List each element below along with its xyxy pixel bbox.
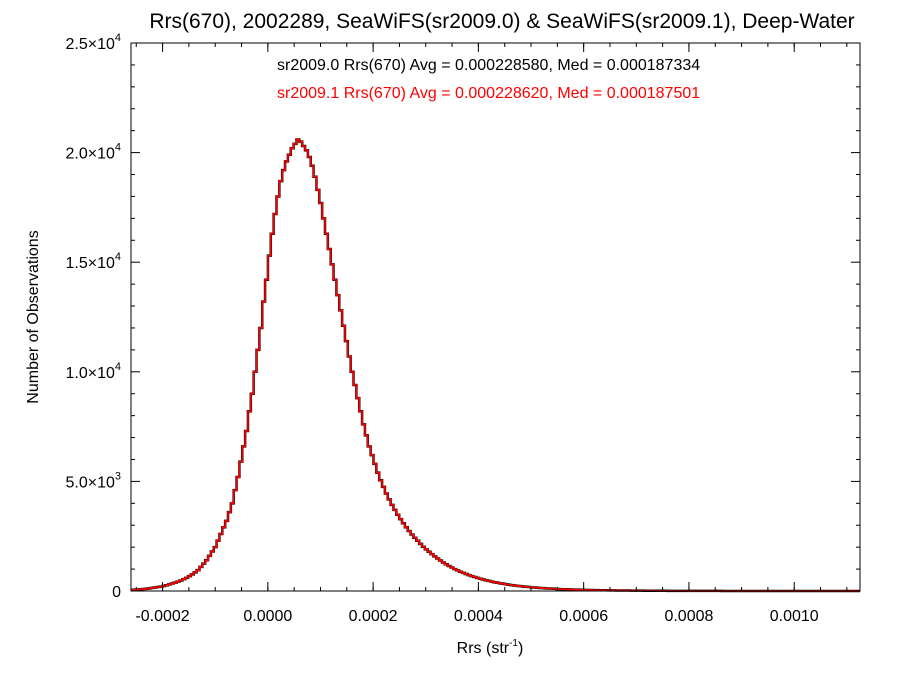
plot-area <box>131 138 860 593</box>
y-axis-label: Number of Observations <box>25 230 42 403</box>
x-axis-label: Rrs (str-1) <box>457 638 524 657</box>
x-axis-label-end: ) <box>518 640 523 657</box>
x-tick-label: 0.0010 <box>770 608 819 625</box>
y-tick-label: 2.5×104 <box>65 32 121 53</box>
y-tick-mantissa: 0 <box>112 584 121 601</box>
y-tick-mantissa: 1.0×10 <box>65 365 114 382</box>
y-tick-mantissa: 1.5×10 <box>65 255 114 272</box>
x-axis-label-sup: -1 <box>509 638 518 649</box>
y-tick-mantissa: 2.5×10 <box>65 36 114 53</box>
y-tick-label: 1.0×104 <box>65 361 121 382</box>
y-tick-mantissa: 2.0×10 <box>65 146 114 163</box>
x-axis: -0.0002 0.0000 0.0002 0.0004 0.0006 0.0008 0.0… <box>135 43 848 625</box>
x-tick-label: 0.0004 <box>454 608 503 625</box>
y-tick-exponent: 3 <box>115 470 121 482</box>
y-tick-exponent: 4 <box>115 251 121 263</box>
annotation-sr2009-0: sr2009.0 Rrs(670) Avg = 0.000228580, Med… <box>277 57 700 74</box>
x-tick-label: -0.0002 <box>135 608 189 625</box>
x-tick-label: 0.0006 <box>559 608 608 625</box>
x-tick-label: 0.0002 <box>349 608 398 625</box>
y-tick-label: 1.5×104 <box>65 251 121 272</box>
y-tick-label: 2.0×104 <box>65 142 121 163</box>
x-tick-label: 0.0008 <box>664 608 713 625</box>
y-tick-exponent: 4 <box>115 32 121 44</box>
series-line-sr2009-0 <box>131 138 860 593</box>
plot-frame <box>130 42 861 592</box>
y-tick-label: 5.0×103 <box>65 470 121 491</box>
chart-title: Rrs(670), 2002289, SeaWiFS(sr2009.0) & S… <box>149 10 854 33</box>
y-tick-exponent: 4 <box>115 361 121 373</box>
x-axis-label-main: Rrs (str <box>457 640 510 657</box>
series-line-sr2009-1 <box>131 138 860 592</box>
y-tick-mantissa: 5.0×10 <box>65 474 114 491</box>
y-tick-exponent: 4 <box>115 142 121 154</box>
y-tick-label: 0 <box>112 584 121 601</box>
x-tick-label: 0.0000 <box>243 608 292 625</box>
annotation-sr2009-1: sr2009.1 Rrs(670) Avg = 0.000228620, Med… <box>277 85 700 102</box>
